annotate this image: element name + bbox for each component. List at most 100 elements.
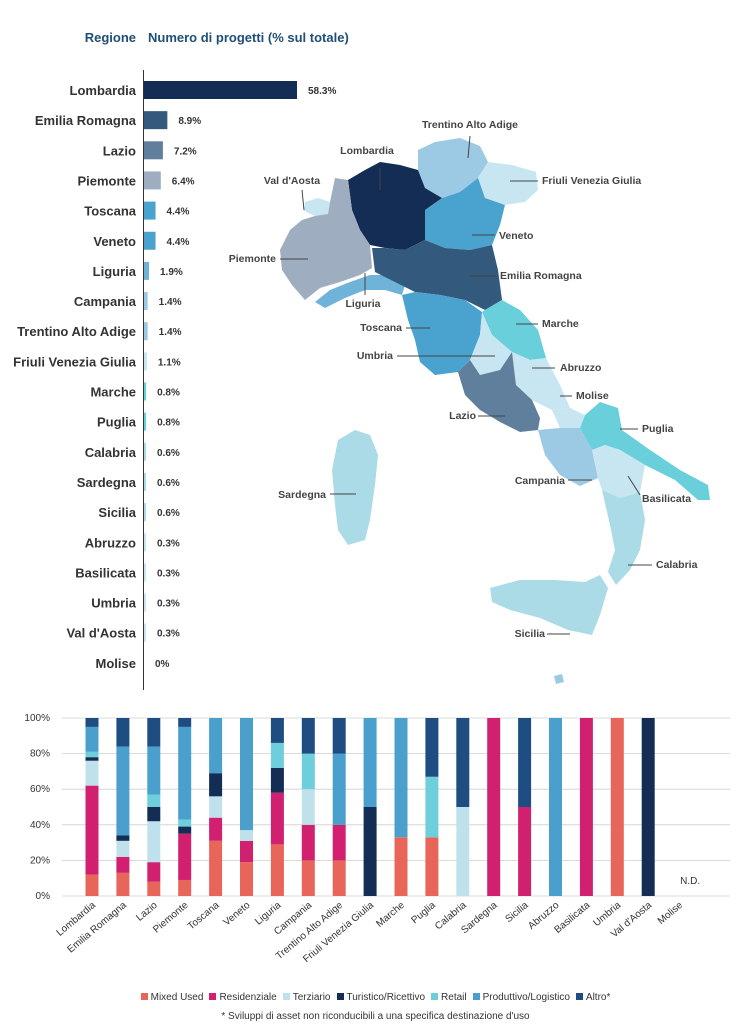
stack-seg-trentino-alto-adige-altro [332,718,346,754]
legend-item-mixed-used: Mixed Used [140,992,204,1003]
legend-item-turistico-ricettivo: Turistico/Ricettivo [336,992,425,1003]
legend-item-produttivo-logistico: Produttivo/Logistico [472,992,570,1003]
region-label-piemonte: Piemonte [77,173,136,188]
bar-value-umbria: 0.3% [157,599,180,610]
bar-value-basilicata: 0.3% [157,568,180,579]
bar-value-molise: 0% [155,659,170,670]
stack-seg-emilia-romagna-turistico-ricettivo [116,835,130,841]
stack-seg-lombardia-residenziale [85,785,99,875]
bar-value-emilia-romagna: 8.9% [178,116,201,127]
bar-marche [144,382,147,401]
map-region-veneto [425,178,505,250]
map-label-campania: Campania [515,475,565,487]
legend-swatch [431,993,439,1000]
bar-value-lombardia: 58.3% [308,86,336,97]
stack-seg-veneto-produttivo-logistico [240,718,253,831]
map-region-basilicata [592,445,645,498]
region-label-friuli-venezia-giulia: Friuli Venezia Giulia [13,354,137,369]
region-label-veneto: Veneto [93,234,136,249]
legend-item-residenziale: Residenziale [209,992,277,1003]
stack-seg-calabria-altro [456,718,470,807]
stack-seg-emilia-romagna-terziario [116,840,130,857]
bar-sardegna [144,472,146,491]
legend-label: Residenziale [219,992,277,1003]
legend-item-retail: Retail [431,992,467,1003]
stack-seg-lazio-residenziale [147,862,161,882]
stack-seg-emilia-romagna-altro [116,718,130,747]
map-region-sardegna [332,430,378,545]
map-region-trentino [418,138,488,198]
legend-swatch [282,993,290,1000]
map-label-marche: Marche [542,318,579,330]
stack-seg-lombardia-produttivo-logistico [85,726,99,752]
stack-seg-calabria-terziario [456,807,470,896]
y-tick-label: 0% [36,891,51,902]
stack-seg-marche-mixed-used [394,837,408,896]
bar-piemonte [144,171,161,190]
stack-seg-lombardia-altro [85,718,99,727]
legend-swatch [209,993,217,1000]
stack-seg-trentino-alto-adige-residenziale [332,824,346,861]
map-label-puglia: Puglia [642,423,674,435]
bar-value-trentino-alto-adige: 1.4% [159,327,182,338]
map-region-lombardia [348,162,442,250]
italy-region-map: Trentino Alto Adige Lombardia Val d'Aosta F… [229,119,710,684]
stack-seg-lazio-turistico-ricettivo [147,807,161,822]
region-label-puglia: Puglia [97,415,137,430]
map-region-calabria [602,490,645,585]
region-label-umbria: Umbria [91,596,137,611]
region-label-marche: Marche [90,385,136,400]
map-region-toscana [402,292,482,375]
bar-value-liguria: 1.9% [160,267,183,278]
legend-label: Altro* [585,992,611,1003]
map-region-sicilia [490,575,608,635]
map-region-molise [552,408,585,428]
map-region-emilia [372,240,502,310]
legend-swatch [472,993,480,1000]
map-label-emilia-romagna: Emilia Romagna [500,270,582,282]
map-region-friuli [478,162,538,205]
legend-label: Mixed Used [150,992,204,1003]
bar-value-val-d-aosta: 0.3% [157,629,180,640]
stack-seg-marche-produttivo-logistico [394,718,408,838]
stack-seg-piemonte-mixed-used [178,879,192,896]
stack-seg-campania-mixed-used [301,860,315,896]
region-label-emilia-romagna: Emilia Romagna [35,113,137,128]
bar-val-d-aosta [144,623,146,642]
map-label-piemonte: Piemonte [229,253,276,265]
region-label-liguria: Liguria [93,264,137,279]
region-label-lazio: Lazio [103,143,136,158]
y-tick-label: 40% [30,820,50,831]
stack-seg-umbria-mixed-used [610,718,624,896]
region-label-campania: Campania [74,294,137,309]
x-label-toscana: Toscana [186,900,222,933]
stack-seg-toscana-mixed-used [209,840,223,896]
map-label-veneto: Veneto [499,230,533,242]
stack-seg-liguria-residenziale [270,792,284,845]
stack-legend: Mixed Used Residenziale Terziario Turistico… [0,992,751,1003]
stack-seg-val-d-aosta-turistico-ricettivo [641,718,655,896]
region-label-val-d-aosta: Val d'Aosta [66,626,136,641]
stack-seg-trentino-alto-adige-produttivo-logistico [332,753,346,825]
stack-seg-lombardia-terziario [85,760,99,786]
legend-swatch [140,993,148,1000]
stack-seg-piemonte-altro [178,718,192,727]
stack-seg-puglia-altro [425,718,439,777]
stack-seg-lombardia-mixed-used [85,874,99,896]
bar-trentino-alto-adige [144,322,148,341]
stack-seg-lombardia-retail [85,751,99,758]
stack-seg-liguria-mixed-used [270,844,284,896]
map-region-valdaosta [304,198,330,216]
map-island-elba [554,674,564,684]
stack-seg-campania-terziario [301,789,315,825]
map-label-lombardia: Lombardia [340,145,394,157]
map-label-trentino-alto-adige: Trentino Alto Adige [422,119,518,131]
stack-seg-abruzzo-produttivo-logistico [549,718,562,896]
map-label-toscana: Toscana [360,322,402,334]
bar-toscana [144,201,156,220]
bar-value-abruzzo: 0.3% [157,538,180,549]
region-label-basilicata: Basilicata [75,565,136,580]
stack-seg-trentino-alto-adige-mixed-used [332,860,346,896]
bar-friuli-venezia-giulia [144,352,147,371]
